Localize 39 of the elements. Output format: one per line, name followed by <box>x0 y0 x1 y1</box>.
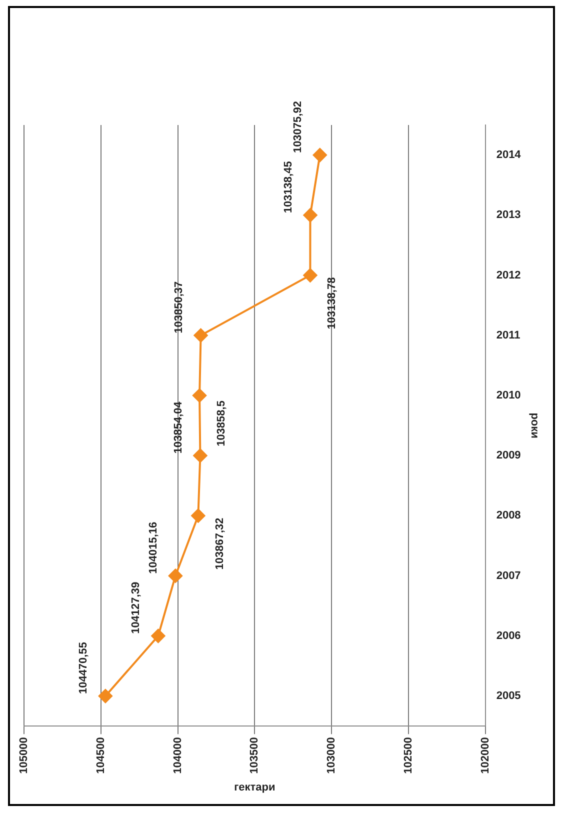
point <box>303 208 318 222</box>
x-tick-label: 103500 <box>248 737 261 774</box>
y-tick-label: 2008 <box>496 510 521 522</box>
y-tick-label: 2012 <box>496 269 521 282</box>
x-tick-label: 104500 <box>94 737 107 774</box>
y-tick-label: 2014 <box>496 149 522 162</box>
y-tick-label: 2009 <box>496 450 521 462</box>
x-tick-label: 102500 <box>402 737 414 774</box>
point <box>151 628 166 643</box>
point <box>312 148 327 162</box>
point <box>168 568 182 583</box>
y-tick-label: 2011 <box>496 329 520 342</box>
data-label: 104015,16 <box>147 522 160 574</box>
x-tick-label: 104000 <box>172 737 184 774</box>
data-label: 103075,92 <box>292 101 304 154</box>
data-label: 103867,32 <box>214 518 226 570</box>
point <box>303 268 318 282</box>
y-tick-label: 2007 <box>496 570 521 582</box>
data-label: 103854,04 <box>172 400 184 454</box>
x-tick-label: 103000 <box>326 737 338 774</box>
y-axis-title: роки <box>528 412 540 438</box>
y-tick-label: 2010 <box>496 390 521 402</box>
data-label: 104127,39 <box>130 582 142 634</box>
point <box>194 328 208 342</box>
point <box>192 388 207 402</box>
data-label: 104470,55 <box>77 642 90 694</box>
point <box>191 508 206 523</box>
x-tick-label: 105000 <box>18 737 30 774</box>
data-label: 103858,5 <box>216 400 228 446</box>
y-tick-label: 2006 <box>496 630 521 642</box>
point <box>193 448 208 463</box>
x-axis-title: гектари <box>234 781 276 794</box>
y-tick-label: 2013 <box>496 209 521 222</box>
point <box>98 689 112 704</box>
data-label: 103138,78 <box>326 277 338 330</box>
x-tick-label: 102000 <box>479 737 492 774</box>
y-tick-label: 2005 <box>496 690 521 702</box>
data-label: 103138,45 <box>282 161 294 214</box>
data-label: 103850,37 <box>172 281 185 334</box>
